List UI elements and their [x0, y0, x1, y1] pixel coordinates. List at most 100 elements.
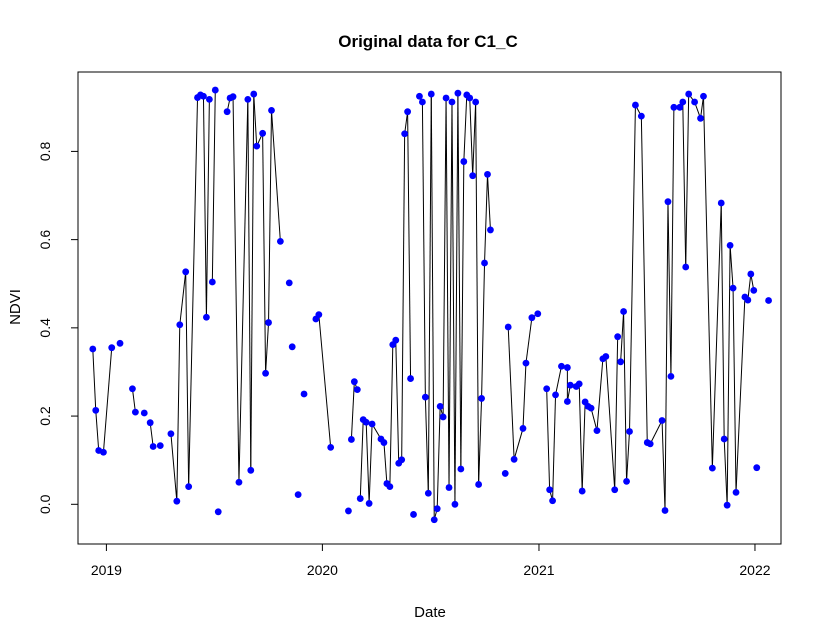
data-point: [108, 344, 116, 352]
data-point: [658, 417, 666, 424]
series-line-segment: [469, 98, 474, 176]
series-line-segment: [726, 245, 731, 506]
series-line-segment: [451, 101, 456, 505]
data-point: [416, 92, 423, 100]
x-axis-label: Date: [414, 604, 446, 621]
series-line-segment: [436, 406, 441, 509]
series-line-segment: [359, 419, 364, 499]
data-point: [546, 486, 554, 494]
data-point: [131, 408, 139, 416]
series-line-segment: [682, 101, 687, 267]
series-line-segment: [552, 394, 557, 501]
data-point: [528, 314, 536, 322]
data-point: [149, 443, 157, 450]
series-line-segment: [747, 273, 752, 301]
data-point: [433, 505, 441, 513]
series-line-segment: [448, 101, 453, 488]
data-point: [345, 507, 352, 515]
data-point: [744, 296, 752, 304]
series-line-segment: [250, 94, 255, 471]
data-point: [315, 311, 323, 319]
series-line-segment: [614, 336, 619, 490]
data-point: [750, 286, 758, 294]
series-line-segment: [407, 111, 412, 379]
series-line-segment: [522, 363, 527, 429]
data-point: [700, 92, 707, 100]
data-point: [487, 226, 494, 234]
series-line-segment: [131, 388, 136, 413]
data-point: [253, 142, 261, 150]
data-point: [637, 112, 645, 120]
series-line-segment: [211, 90, 216, 282]
series-line-segment: [401, 133, 406, 460]
data-point: [534, 310, 542, 318]
x-tick-label: 2021: [523, 562, 554, 578]
y-tick-label: 0.0: [37, 494, 53, 514]
data-point: [472, 98, 480, 106]
series-line-segment: [395, 340, 400, 464]
data-point: [427, 90, 435, 98]
data-point: [670, 103, 678, 111]
data-point: [626, 428, 633, 435]
series-line-segment: [525, 317, 533, 364]
series-line-segment: [262, 133, 267, 374]
data-point: [563, 364, 571, 371]
series-line-segment: [350, 381, 355, 440]
data-point: [92, 406, 100, 414]
data-point: [100, 448, 107, 456]
data-point: [208, 278, 216, 286]
data-point: [478, 395, 485, 402]
data-point: [720, 435, 728, 443]
series-line-segment: [507, 326, 515, 460]
data-point: [146, 419, 154, 427]
data-point: [176, 321, 184, 329]
x-axis: 2019 2020 2021 2022: [91, 543, 771, 578]
data-point: [173, 497, 181, 505]
series-line-segment: [424, 397, 429, 494]
data-point: [445, 484, 453, 491]
data-point: [451, 500, 459, 508]
data-point: [401, 130, 409, 138]
data-point: [510, 455, 518, 463]
data-point: [265, 319, 272, 326]
series-line-segment: [640, 116, 648, 443]
series-line-segment: [478, 398, 483, 485]
data-point: [223, 108, 231, 116]
series-line-segment: [620, 311, 625, 362]
series-line-segment: [149, 422, 154, 447]
data-point: [765, 297, 772, 304]
data-point: [347, 436, 355, 443]
data-point: [753, 464, 761, 472]
data-point: [129, 385, 136, 393]
series-line-segment: [596, 358, 604, 431]
series-line-segment: [368, 423, 373, 504]
x-tick-label: 2022: [739, 562, 770, 578]
data-point: [200, 92, 207, 100]
series-line-segment: [685, 94, 690, 267]
data-point: [436, 402, 444, 410]
data-point: [327, 443, 335, 451]
series-line-segment: [649, 420, 663, 445]
data-point: [350, 378, 358, 386]
data-point: [250, 90, 258, 98]
data-point: [469, 172, 477, 180]
y-axis-label: NDVI: [7, 289, 24, 325]
data-point: [552, 391, 559, 399]
series-line-segment: [711, 202, 722, 469]
data-point: [691, 98, 699, 106]
series-line-segment: [268, 110, 273, 323]
data-point: [614, 333, 622, 341]
data-point: [229, 93, 237, 101]
series-line-segment: [102, 347, 113, 453]
data-point: [448, 98, 456, 106]
series-line-segment: [475, 101, 480, 485]
data-point: [398, 456, 406, 464]
series-line-segment: [670, 107, 675, 377]
series-line-segment: [623, 311, 628, 482]
series-line-segment: [590, 408, 598, 431]
series-line-segment: [271, 110, 281, 242]
data-point: [632, 101, 639, 109]
data-point: [543, 385, 551, 393]
data-point: [708, 464, 716, 472]
